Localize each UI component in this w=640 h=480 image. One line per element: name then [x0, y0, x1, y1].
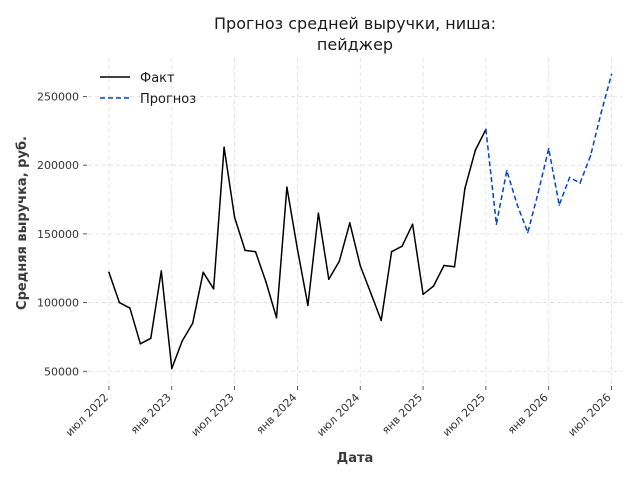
y-axis-label: Средняя выручка, руб. — [15, 136, 30, 310]
data-point — [212, 288, 215, 290]
data-point — [485, 128, 487, 131]
data-point — [338, 260, 341, 263]
data-point — [328, 278, 330, 281]
data-point — [411, 223, 414, 226]
data-point — [474, 149, 477, 151]
data-point — [150, 337, 152, 340]
data-point — [233, 216, 236, 219]
data-point — [579, 182, 581, 184]
data-point — [390, 250, 393, 253]
data-point — [506, 169, 508, 172]
x-axis-ticks: июл 2022 янв 2023 июл 2023 янв 2024 июл 2024… — [63, 386, 614, 439]
data-point — [443, 264, 445, 267]
x-tick-label: янв 2026 — [505, 391, 551, 437]
grid-lines — [88, 58, 622, 385]
data-point — [589, 154, 592, 157]
data-point — [244, 249, 246, 252]
y-tick-label: 100000 — [37, 297, 79, 310]
data-point — [223, 146, 225, 149]
data-point — [286, 186, 288, 188]
data-point — [181, 340, 184, 342]
x-tick-label: янв 2024 — [254, 391, 300, 437]
chart-title-line-2: пейджер — [317, 35, 393, 54]
data-point — [610, 73, 613, 76]
data-point — [464, 187, 466, 190]
data-point — [108, 271, 110, 274]
data-point — [139, 342, 142, 345]
y-axis-ticks: 50000 100000 150000 200000 250000 — [37, 90, 87, 378]
data-point — [401, 245, 403, 248]
data-point — [453, 266, 456, 268]
data-point — [359, 264, 362, 267]
data-point — [495, 223, 498, 226]
data-point — [516, 204, 519, 206]
x-tick-label: янв 2023 — [128, 391, 174, 437]
y-tick-label: 50000 — [44, 365, 79, 378]
data-point — [558, 204, 560, 206]
data-point — [600, 112, 602, 114]
x-tick-label: июл 2026 — [566, 391, 614, 439]
data-point — [296, 248, 299, 250]
data-point — [118, 301, 121, 304]
data-point — [170, 367, 173, 370]
y-tick-label: 200000 — [37, 159, 79, 172]
x-tick-label: янв 2025 — [379, 391, 425, 437]
data-point — [547, 147, 550, 150]
data-point — [422, 293, 424, 296]
data-point — [380, 319, 382, 322]
y-tick-label: 250000 — [37, 90, 79, 103]
data-point — [537, 191, 540, 194]
data-point — [254, 250, 257, 253]
legend-label-forecast: Прогноз — [140, 92, 196, 107]
y-tick-label: 150000 — [37, 228, 79, 241]
data-point — [129, 307, 131, 309]
data-point — [432, 285, 435, 287]
data-point — [202, 271, 204, 274]
data-point — [191, 322, 194, 324]
legend: Факт Прогноз — [100, 71, 196, 107]
data-point — [160, 270, 163, 272]
data-series — [108, 73, 613, 370]
data-point — [568, 176, 571, 179]
data-point — [526, 231, 529, 234]
legend-label-fact: Факт — [140, 71, 175, 86]
data-point — [275, 316, 278, 319]
data-point — [265, 281, 267, 283]
data-point — [317, 212, 320, 215]
x-tick-label: июл 2024 — [314, 391, 362, 439]
data-point — [369, 292, 372, 294]
x-axis-label: Дата — [337, 451, 374, 466]
data-point — [307, 304, 309, 307]
chart-title-line-1: Прогноз средней выручки, ниша: — [214, 14, 496, 33]
x-tick-label: июл 2022 — [63, 391, 111, 439]
x-tick-label: июл 2023 — [189, 391, 237, 439]
x-tick-label: июл 2025 — [440, 391, 488, 439]
data-point — [348, 222, 351, 224]
